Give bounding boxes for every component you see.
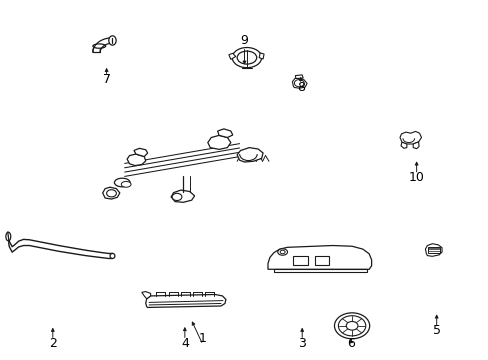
Text: 3: 3 — [298, 337, 305, 350]
Polygon shape — [273, 269, 366, 272]
Polygon shape — [295, 75, 303, 78]
Ellipse shape — [237, 51, 256, 64]
Text: 6: 6 — [346, 337, 354, 350]
Polygon shape — [217, 129, 232, 138]
Ellipse shape — [338, 316, 365, 336]
Polygon shape — [142, 292, 150, 299]
Polygon shape — [399, 131, 421, 144]
Ellipse shape — [108, 36, 116, 45]
Ellipse shape — [232, 48, 261, 68]
Ellipse shape — [277, 249, 287, 255]
Text: 5: 5 — [432, 324, 440, 337]
Ellipse shape — [346, 321, 357, 330]
Ellipse shape — [121, 181, 131, 187]
Text: 4: 4 — [181, 337, 188, 350]
Polygon shape — [400, 142, 406, 148]
Text: 10: 10 — [408, 171, 424, 184]
Ellipse shape — [334, 313, 369, 339]
Ellipse shape — [106, 190, 116, 197]
Polygon shape — [145, 294, 225, 307]
Polygon shape — [292, 78, 306, 88]
Text: 1: 1 — [199, 332, 206, 345]
Text: 2: 2 — [49, 337, 57, 350]
Ellipse shape — [6, 232, 11, 241]
Polygon shape — [425, 244, 441, 256]
Text: 7: 7 — [102, 73, 110, 86]
Ellipse shape — [172, 193, 182, 201]
Polygon shape — [237, 148, 263, 162]
Polygon shape — [102, 187, 120, 199]
Polygon shape — [171, 190, 194, 202]
Polygon shape — [127, 154, 145, 166]
Ellipse shape — [114, 178, 130, 187]
Ellipse shape — [280, 250, 285, 254]
Ellipse shape — [93, 44, 105, 48]
Polygon shape — [267, 246, 371, 269]
Polygon shape — [207, 135, 230, 149]
Polygon shape — [412, 142, 418, 149]
Ellipse shape — [110, 253, 115, 258]
Polygon shape — [259, 53, 264, 59]
Text: 8: 8 — [296, 81, 304, 94]
Polygon shape — [228, 53, 235, 59]
Polygon shape — [134, 148, 147, 157]
Text: 9: 9 — [240, 34, 248, 47]
